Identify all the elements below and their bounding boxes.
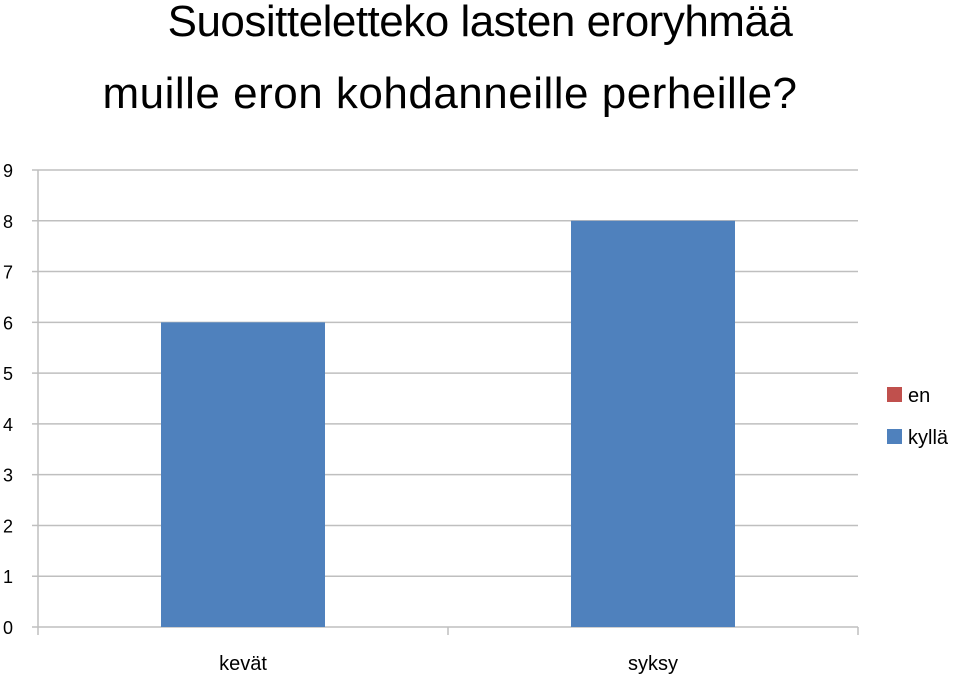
bar-kyllä-kevät (161, 322, 325, 627)
bar-kyllä-syksy (571, 220, 735, 627)
legend-swatch-kyllä (887, 429, 902, 444)
y-tick-label: 5 (3, 364, 13, 384)
chart-title-line-1: Suositteletteko lasten eroryhmää (167, 0, 793, 46)
y-tick-label: 2 (3, 516, 13, 536)
y-tick-label: 6 (3, 313, 13, 333)
legend: en kyllä (887, 385, 949, 449)
chart-title-line-2: muille eron kohdanneille perheille? (102, 69, 798, 118)
y-tick-label: 3 (3, 466, 13, 486)
legend-label-kyllä: kyllä (908, 427, 949, 449)
axis-labels: 0 1 2 3 4 5 6 7 8 9 kevät syksy (3, 161, 678, 675)
x-category-label: syksy (628, 653, 678, 675)
legend-swatch-en (887, 387, 902, 402)
y-tick-label: 0 (3, 618, 13, 638)
y-tick-label: 7 (3, 263, 13, 283)
y-tick-label: 8 (3, 212, 13, 232)
y-tick-label: 9 (3, 161, 13, 181)
y-tick-label: 1 (3, 567, 13, 587)
legend-label-en: en (908, 385, 930, 407)
y-tick-label: 4 (3, 415, 13, 435)
x-category-label: kevät (219, 653, 267, 675)
bars (161, 220, 735, 627)
